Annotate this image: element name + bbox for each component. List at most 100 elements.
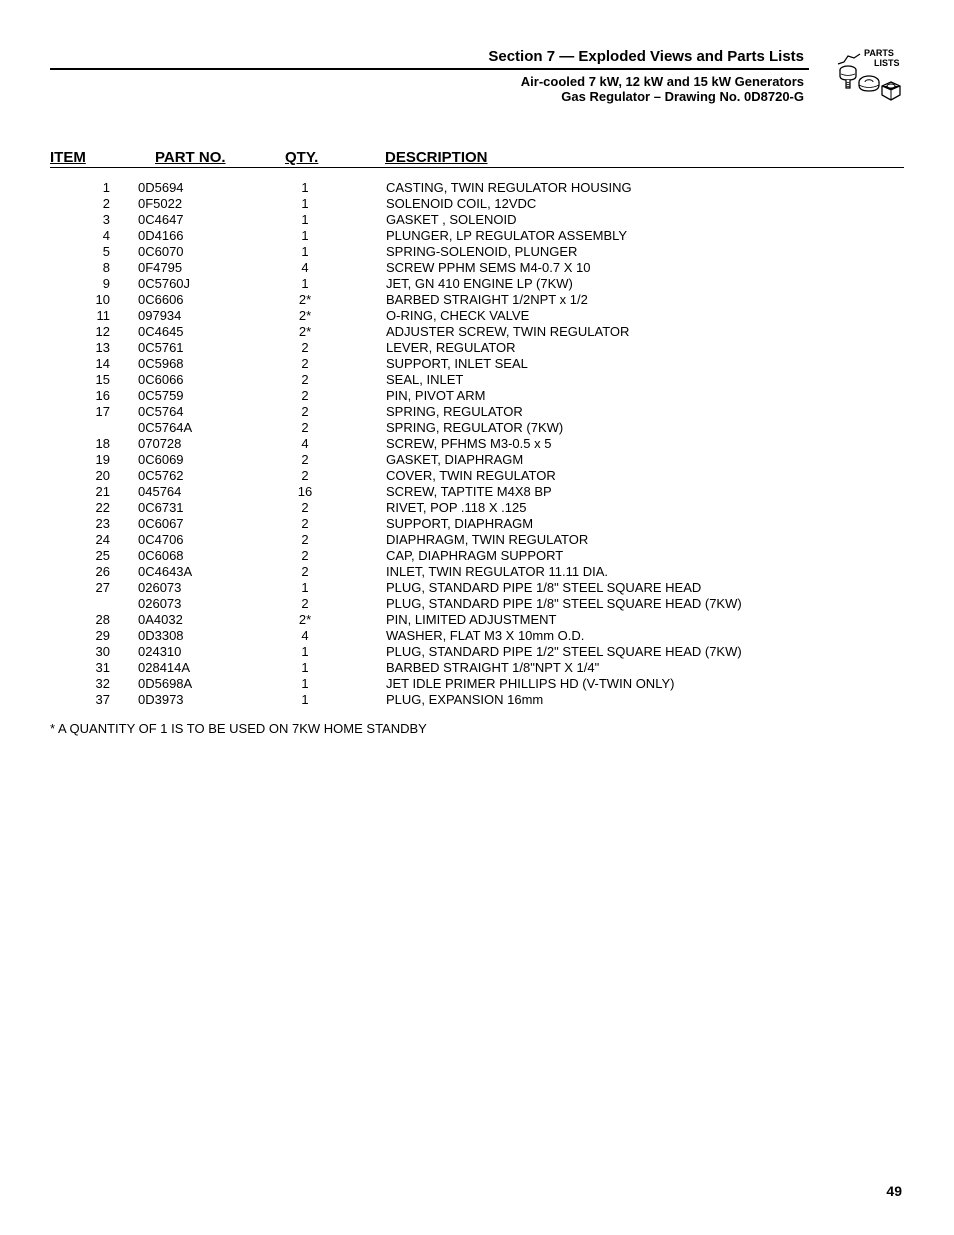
table-row: 250C60682CAP, DIAPHRAGM SUPPORT bbox=[50, 548, 904, 564]
cell-partno: 0A4032 bbox=[138, 612, 256, 628]
cell-item: 28 bbox=[50, 612, 138, 628]
cell-partno: 0D5694 bbox=[138, 180, 256, 196]
cell-qty: 2 bbox=[256, 388, 354, 404]
cell-item: 5 bbox=[50, 244, 138, 260]
cell-partno: 0C5764 bbox=[138, 404, 256, 420]
cell-description: GASKET , SOLENOID bbox=[354, 212, 904, 228]
cell-partno: 0D3973 bbox=[138, 692, 256, 708]
table-row: 370D39731PLUG, EXPANSION 16mm bbox=[50, 692, 904, 708]
cell-description: COVER, TWIN REGULATOR bbox=[354, 468, 904, 484]
cell-item: 8 bbox=[50, 260, 138, 276]
table-row: 100C66062*BARBED STRAIGHT 1/2NPT x 1/2 bbox=[50, 292, 904, 308]
cell-item: 3 bbox=[50, 212, 138, 228]
cell-qty: 2 bbox=[256, 564, 354, 580]
cell-partno: 024310 bbox=[138, 644, 256, 660]
cell-description: LEVER, REGULATOR bbox=[354, 340, 904, 356]
cell-item: 23 bbox=[50, 516, 138, 532]
cell-description: PLUG, STANDARD PIPE 1/8" STEEL SQUARE HE… bbox=[354, 580, 904, 596]
cell-description: SUPPORT, DIAPHRAGM bbox=[354, 516, 904, 532]
page-number: 49 bbox=[886, 1183, 902, 1199]
cell-qty: 2 bbox=[256, 468, 354, 484]
cell-qty: 2 bbox=[256, 420, 354, 436]
cell-qty: 4 bbox=[256, 628, 354, 644]
header-rule bbox=[50, 68, 809, 70]
subtitle-line-2: Gas Regulator – Drawing No. 0D8720-G bbox=[50, 89, 904, 104]
cell-qty: 1 bbox=[256, 692, 354, 708]
table-row: 270260731PLUG, STANDARD PIPE 1/8" STEEL … bbox=[50, 580, 904, 596]
cell-partno: 0C6069 bbox=[138, 452, 256, 468]
table-row: 200C57622COVER, TWIN REGULATOR bbox=[50, 468, 904, 484]
cell-partno: 045764 bbox=[138, 484, 256, 500]
cell-description: SPRING, REGULATOR bbox=[354, 404, 904, 420]
table-row: 80F47954SCREW PPHM SEMS M4-0.7 X 10 bbox=[50, 260, 904, 276]
cell-description: INLET, TWIN REGULATOR 11.11 DIA. bbox=[354, 564, 904, 580]
cell-partno: 026073 bbox=[138, 580, 256, 596]
col-header-partno: PART NO. bbox=[155, 149, 285, 166]
cell-qty: 2 bbox=[256, 356, 354, 372]
cell-item: 29 bbox=[50, 628, 138, 644]
cell-partno: 097934 bbox=[138, 308, 256, 324]
table-row: 260C4643A2INLET, TWIN REGULATOR 11.11 DI… bbox=[50, 564, 904, 580]
cell-qty: 2 bbox=[256, 452, 354, 468]
cell-qty: 2* bbox=[256, 612, 354, 628]
cell-item bbox=[50, 420, 138, 436]
cell-description: O-RING, CHECK VALVE bbox=[354, 308, 904, 324]
cell-description: CAP, DIAPHRAGM SUPPORT bbox=[354, 548, 904, 564]
cell-description: PLUG, EXPANSION 16mm bbox=[354, 692, 904, 708]
cell-partno: 028414A bbox=[138, 660, 256, 676]
cell-item: 11 bbox=[50, 308, 138, 324]
cell-qty: 2* bbox=[256, 324, 354, 340]
cell-partno: 0D3308 bbox=[138, 628, 256, 644]
cell-item: 15 bbox=[50, 372, 138, 388]
cell-description: PIN, PIVOT ARM bbox=[354, 388, 904, 404]
table-row: 280A40322*PIN, LIMITED ADJUSTMENT bbox=[50, 612, 904, 628]
table-row: 120C46452*ADJUSTER SCREW, TWIN REGULATOR bbox=[50, 324, 904, 340]
cell-partno: 0D4166 bbox=[138, 228, 256, 244]
table-row: 180707284SCREW, PFHMS M3-0.5 x 5 bbox=[50, 436, 904, 452]
cell-item: 26 bbox=[50, 564, 138, 580]
cell-item: 9 bbox=[50, 276, 138, 292]
cell-partno: 0C5762 bbox=[138, 468, 256, 484]
cell-item: 4 bbox=[50, 228, 138, 244]
cell-item: 22 bbox=[50, 500, 138, 516]
cell-partno: 0F5022 bbox=[138, 196, 256, 212]
cell-qty: 1 bbox=[256, 196, 354, 212]
cell-item: 25 bbox=[50, 548, 138, 564]
cell-partno: 0C6067 bbox=[138, 516, 256, 532]
cell-item: 14 bbox=[50, 356, 138, 372]
cell-partno: 0C6070 bbox=[138, 244, 256, 260]
cell-partno: 0C4643A bbox=[138, 564, 256, 580]
cell-item: 31 bbox=[50, 660, 138, 676]
cell-description: SCREW, TAPTITE M4X8 BP bbox=[354, 484, 904, 500]
cell-description: PIN, LIMITED ADJUSTMENT bbox=[354, 612, 904, 628]
table-row: 31028414A1BARBED STRAIGHT 1/8"NPT X 1/4" bbox=[50, 660, 904, 676]
table-row: 300243101PLUG, STANDARD PIPE 1/2" STEEL … bbox=[50, 644, 904, 660]
cell-description: BARBED STRAIGHT 1/2NPT x 1/2 bbox=[354, 292, 904, 308]
cell-item: 19 bbox=[50, 452, 138, 468]
cell-partno: 0C4647 bbox=[138, 212, 256, 228]
cell-qty: 2 bbox=[256, 340, 354, 356]
cell-item: 12 bbox=[50, 324, 138, 340]
table-row: 240C47062DIAPHRAGM, TWIN REGULATOR bbox=[50, 532, 904, 548]
cell-partno: 0C6606 bbox=[138, 292, 256, 308]
cell-item: 13 bbox=[50, 340, 138, 356]
cell-partno: 0C5759 bbox=[138, 388, 256, 404]
cell-partno: 026073 bbox=[138, 596, 256, 612]
cell-partno: 0F4795 bbox=[138, 260, 256, 276]
cell-item: 27 bbox=[50, 580, 138, 596]
cell-description: SCREW PPHM SEMS M4-0.7 X 10 bbox=[354, 260, 904, 276]
table-row: 170C57642SPRING, REGULATOR bbox=[50, 404, 904, 420]
cell-item: 18 bbox=[50, 436, 138, 452]
table-row: 160C57592PIN, PIVOT ARM bbox=[50, 388, 904, 404]
cell-partno: 0C5968 bbox=[138, 356, 256, 372]
cell-description: GASKET, DIAPHRAGM bbox=[354, 452, 904, 468]
parts-table-body: 10D56941CASTING, TWIN REGULATOR HOUSING2… bbox=[50, 180, 904, 707]
cell-item: 20 bbox=[50, 468, 138, 484]
cell-partno: 0C4706 bbox=[138, 532, 256, 548]
cell-description: SPRING, REGULATOR (7KW) bbox=[354, 420, 904, 436]
table-row: 0260732PLUG, STANDARD PIPE 1/8" STEEL SQ… bbox=[50, 596, 904, 612]
table-row: 220C67312RIVET, POP .118 X .125 bbox=[50, 500, 904, 516]
cell-description: SUPPORT, INLET SEAL bbox=[354, 356, 904, 372]
cell-description: JET IDLE PRIMER PHILLIPS HD (V-TWIN ONLY… bbox=[354, 676, 904, 692]
table-row: 290D33084WASHER, FLAT M3 X 10mm O.D. bbox=[50, 628, 904, 644]
